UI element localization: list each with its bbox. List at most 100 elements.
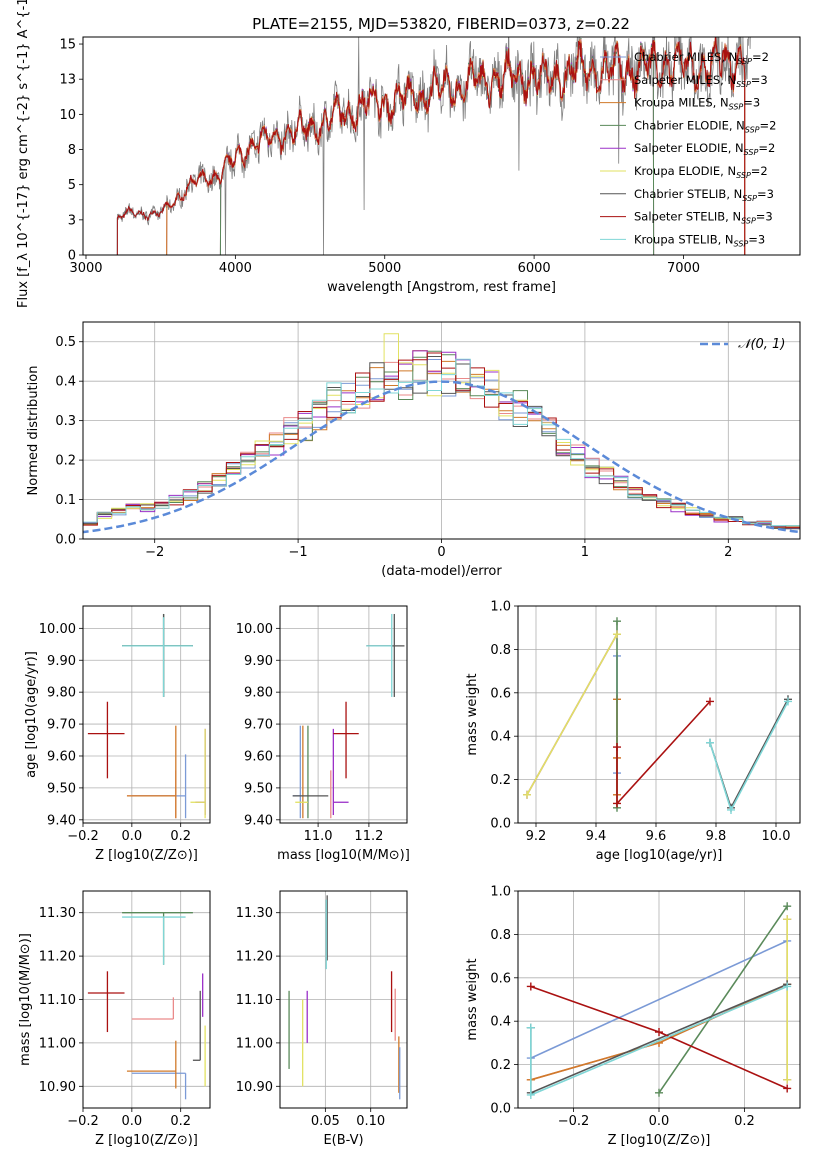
axes-frame bbox=[82, 605, 211, 824]
y-tick-label: 9.50 bbox=[47, 781, 76, 796]
weight-marker bbox=[784, 697, 792, 706]
y-axis-label: mass weight bbox=[465, 958, 480, 1040]
x-axis-label: Z [log10(Z/Z⊙)] bbox=[95, 848, 198, 863]
y-tick-label: 10.90 bbox=[236, 1080, 273, 1095]
axes-frame bbox=[517, 605, 801, 824]
x-tick-label: 9.8 bbox=[706, 829, 727, 844]
errorbar-point bbox=[122, 916, 186, 965]
errorbar-point bbox=[190, 728, 206, 819]
x-tick-label: 0.0 bbox=[122, 829, 143, 844]
x-tick-label: −2 bbox=[145, 545, 164, 560]
weight-marker bbox=[613, 743, 621, 752]
y-tick-label: 1.0 bbox=[490, 885, 511, 900]
legend-label: Kroupa ELODIE, NSSP=2 bbox=[634, 164, 768, 180]
y-tick-label: 9.70 bbox=[244, 718, 273, 733]
y-tick-label: 0.6 bbox=[490, 971, 511, 986]
x-tick-label: 6000 bbox=[518, 261, 551, 276]
axes-frame bbox=[279, 890, 408, 1109]
y-tick-label: 9.50 bbox=[244, 781, 273, 796]
legend-label: Kroupa MILES, NSSP=3 bbox=[634, 96, 760, 112]
legend-label: 𝒩(0, 1) bbox=[738, 337, 785, 352]
x-axis-label: age [log10(age/yr)] bbox=[596, 848, 723, 863]
x-tick-label: 0.05 bbox=[311, 1114, 340, 1129]
x-tick-label: 2 bbox=[724, 545, 732, 560]
x-tick-label: 9.2 bbox=[526, 829, 547, 844]
legend-label: Chabrier MILES, NSSP=2 bbox=[634, 50, 769, 66]
errorbar-point bbox=[366, 613, 393, 697]
plot-area bbox=[526, 902, 792, 1099]
y-tick-label: 0.0 bbox=[55, 533, 76, 548]
plot-area bbox=[87, 613, 206, 819]
x-tick-label: 0.2 bbox=[170, 1114, 191, 1129]
y-tick-label: 1.0 bbox=[490, 600, 511, 615]
weight-marker bbox=[526, 1023, 535, 1032]
x-tick-label: 0.2 bbox=[734, 1114, 755, 1129]
errorbar-point bbox=[131, 997, 175, 1020]
legend-label: Salpeter STELIB, NSSP=3 bbox=[634, 210, 773, 226]
weight-marker bbox=[655, 1088, 663, 1097]
x-tick-label: 4000 bbox=[219, 261, 252, 276]
weight-marker bbox=[783, 902, 792, 911]
errorbar-point bbox=[131, 1072, 187, 1100]
weight-series bbox=[526, 982, 792, 1093]
y-tick-label: 0.2 bbox=[490, 1058, 511, 1073]
x-tick-label: −0.2 bbox=[67, 829, 99, 844]
weight-series bbox=[783, 915, 792, 1084]
x-tick-label: 0.10 bbox=[356, 1114, 385, 1129]
errorbar-point bbox=[192, 990, 201, 1061]
y-tick-label: 9.90 bbox=[244, 654, 273, 669]
x-tick-label: 11.2 bbox=[354, 829, 383, 844]
y-tick-label: 10.90 bbox=[39, 1080, 76, 1095]
y-tick-label: 10.00 bbox=[39, 622, 76, 637]
x-axis-label: E(B-V) bbox=[323, 1133, 363, 1148]
y-tick-label: 13 bbox=[59, 73, 76, 88]
y-tick-label: 10.00 bbox=[236, 622, 273, 637]
errorbar-point bbox=[122, 912, 193, 965]
weight-series bbox=[706, 695, 792, 812]
model-spectrum-line bbox=[116, 37, 746, 255]
errorbar-point bbox=[366, 613, 405, 697]
x-tick-label: 0.2 bbox=[170, 829, 191, 844]
weight-line bbox=[530, 940, 788, 1059]
axes-frame bbox=[82, 321, 801, 540]
y-tick-label: 11.10 bbox=[236, 993, 273, 1008]
weight-line bbox=[658, 905, 788, 1094]
weight-marker bbox=[655, 1028, 663, 1037]
legend-label: Salpeter MILES, NSSP=3 bbox=[634, 73, 768, 89]
y-tick-label: 10 bbox=[59, 108, 76, 123]
figure-title: PLATE=2155, MJD=53820, FIBERID=0373, z=0… bbox=[252, 15, 630, 33]
y-tick-label: 0 bbox=[68, 249, 76, 264]
y-tick-label: 11.00 bbox=[236, 1036, 273, 1051]
weight-marker bbox=[613, 617, 621, 626]
errorbar-point bbox=[131, 754, 187, 819]
y-tick-label: 11.00 bbox=[39, 1036, 76, 1051]
x-tick-label: 3000 bbox=[69, 261, 102, 276]
plot-area bbox=[288, 895, 401, 1100]
y-tick-label: 9.60 bbox=[47, 749, 76, 764]
axes-frame bbox=[279, 605, 408, 824]
x-tick-label: 7000 bbox=[667, 261, 700, 276]
y-axis-label: mass [log10(M/M⊙)] bbox=[18, 933, 33, 1066]
y-tick-label: 9.80 bbox=[244, 686, 273, 701]
x-axis-label: (data-model)/error bbox=[381, 564, 502, 579]
y-tick-label: 0.4 bbox=[490, 1015, 511, 1030]
weight-line bbox=[526, 633, 618, 796]
normal-distribution-curve bbox=[83, 380, 800, 534]
legend-label: Chabrier ELODIE, NSSP=2 bbox=[634, 118, 776, 134]
weight-series bbox=[655, 902, 792, 1097]
x-tick-label: −0.2 bbox=[558, 1114, 590, 1129]
y-tick-label: 15 bbox=[59, 38, 76, 53]
y-tick-label: 3 bbox=[68, 213, 76, 228]
spectrum-legend: Chabrier MILES, NSSP=2 Salpeter MILES, NS… bbox=[600, 50, 776, 248]
y-tick-label: 9.60 bbox=[244, 749, 273, 764]
x-tick-label: 5000 bbox=[368, 261, 401, 276]
mass-vs-metallicity-panel: −0.2 0.0 0.2 10.90 11.00 11.10 11.20 11.30 Z [lo… bbox=[18, 890, 211, 1148]
plot-area bbox=[116, 37, 751, 255]
y-tick-label: 9.70 bbox=[47, 718, 76, 733]
weight-marker bbox=[706, 697, 714, 706]
x-axis-label: mass [log10(M/M⊙)] bbox=[277, 848, 410, 863]
x-tick-label: 1 bbox=[581, 545, 589, 560]
legend-label: Kroupa STELIB, NSSP=3 bbox=[634, 232, 765, 248]
errorbar-point bbox=[126, 1040, 177, 1089]
